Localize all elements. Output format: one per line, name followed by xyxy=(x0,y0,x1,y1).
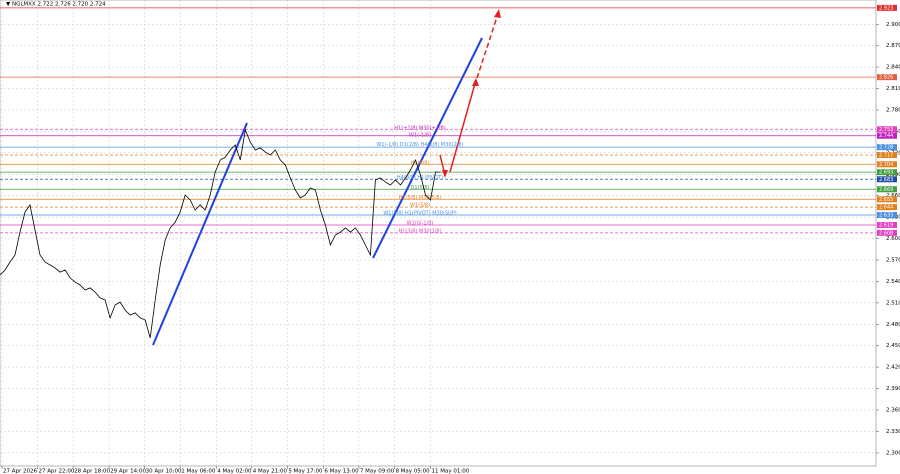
x-tick-label: 7 May 09:00 xyxy=(360,469,395,474)
level-label: 2.826 xyxy=(879,75,893,81)
level-tag xyxy=(877,212,897,218)
level-label: 2.753 xyxy=(879,127,893,133)
x-tick-label: 5 May 17:00 xyxy=(288,469,323,474)
arrow-head xyxy=(472,78,479,86)
y-tick-label: 2.510 xyxy=(886,300,900,306)
level-tag xyxy=(877,196,897,203)
forecast-arrow xyxy=(449,79,477,173)
y-tick-label: 2.480 xyxy=(886,322,900,328)
arrow-head xyxy=(442,170,448,178)
level-label: 2.608 xyxy=(879,230,893,236)
plot: H1(+1/8) M30(+2/8)W1(-1/8) W1(-1/8) D1(2/… xyxy=(0,126,464,339)
x-tick-label: 4 May 21:00 xyxy=(253,469,288,474)
y-tick-label: 2.810 xyxy=(886,86,900,92)
level-tag xyxy=(877,4,897,11)
annotation: D1(5/8) xyxy=(411,185,430,191)
annotation: W1(-1/8) xyxy=(409,133,431,139)
level-label: 2.633 xyxy=(879,213,893,219)
level-label: 2.655 xyxy=(879,197,893,203)
annotation: W1(-1/8) D1(2/8) H4(6/8) M30(2/8) xyxy=(376,142,463,148)
level-label: 2.619 xyxy=(879,223,893,229)
level-tag xyxy=(877,169,897,176)
chart-title: ▼ NGLMXX 2.722 2.726 2.720 2.724 xyxy=(6,2,106,8)
y-tick-label: 2.450 xyxy=(886,343,900,349)
level-tag xyxy=(877,161,897,168)
level-tag xyxy=(877,144,897,151)
x-tick-label: 28 Apr 18:00 xyxy=(74,469,110,474)
level-label: 2.693 xyxy=(879,170,893,176)
x-tick-label: 27 Apr 22:00 xyxy=(39,469,75,474)
y-tick-label: 2.840 xyxy=(886,65,900,71)
forecast-arrow xyxy=(476,13,499,79)
trend-line xyxy=(372,37,483,259)
annotation: W1(0/-1/8) xyxy=(407,221,434,227)
level-label: 2.644 xyxy=(879,205,893,211)
level-label: 2.704 xyxy=(879,162,893,168)
level-label: 2.728 xyxy=(879,145,893,151)
level-label: 2.744 xyxy=(879,133,893,139)
level-tag xyxy=(877,229,897,236)
annotation: H1(+1/8) M30(+2/8) xyxy=(394,126,446,132)
level-label: 2.717 xyxy=(879,153,893,159)
price-line xyxy=(0,128,441,339)
level-label: 2.669 xyxy=(879,187,893,193)
trend-line xyxy=(152,122,248,346)
annotation: W1(5/8) xyxy=(410,203,430,209)
x-tick-label: 4 May 02:00 xyxy=(217,469,252,474)
annotation: W1(5/8) H1(PIVOT) M30(SUP) xyxy=(383,211,456,217)
annotation: H4(8/8) H1(PIVOT) xyxy=(397,175,443,181)
level-tag xyxy=(877,132,897,139)
annotation: H1(3/8) M30(1/8) xyxy=(398,228,441,234)
level-tag xyxy=(877,126,897,133)
x-tick-label: 29 Apr 14:00 xyxy=(110,469,146,474)
y-tick-label: 2.360 xyxy=(886,408,900,414)
x-tick-label: 1 May 06:00 xyxy=(181,469,216,474)
annotation: H1(5/8) M30(5/8) xyxy=(398,195,441,201)
x-tick-label: 30 Apr 10:00 xyxy=(146,469,182,474)
level-tag xyxy=(877,176,897,183)
y-tick-label: 2.900 xyxy=(886,22,900,28)
y-tick-label: 2.420 xyxy=(886,365,900,371)
level-label: 2.683 xyxy=(879,177,893,183)
x-tick-label: 8 May 05:00 xyxy=(395,469,430,474)
level-tag xyxy=(877,74,897,81)
y-tick-label: 2.600 xyxy=(886,236,900,242)
y-tick-label: 2.570 xyxy=(886,258,900,264)
x-tick-label: 27 Apr 2026 xyxy=(3,469,38,474)
level-tag xyxy=(877,204,897,211)
y-tick-label: 2.660 xyxy=(886,193,900,199)
y-tick-label: 2.300 xyxy=(886,450,900,456)
y-tick-label: 2.870 xyxy=(886,43,900,49)
level-label: 2.923 xyxy=(879,5,893,11)
annotation: H1(8/8) xyxy=(411,161,430,167)
y-tick-label: 2.330 xyxy=(886,429,900,435)
level-tag xyxy=(877,186,897,193)
x-tick-label: 11 May 01:00 xyxy=(431,469,469,474)
y-tick-label: 2.540 xyxy=(886,279,900,285)
y-tick-label: 2.390 xyxy=(886,386,900,392)
level-tag xyxy=(877,152,897,158)
x-tick-label: 6 May 13:00 xyxy=(324,469,359,474)
level-tag xyxy=(877,222,897,228)
levels xyxy=(0,7,876,234)
arrow-head xyxy=(494,9,501,18)
y-tick-label: 2.780 xyxy=(886,108,900,114)
